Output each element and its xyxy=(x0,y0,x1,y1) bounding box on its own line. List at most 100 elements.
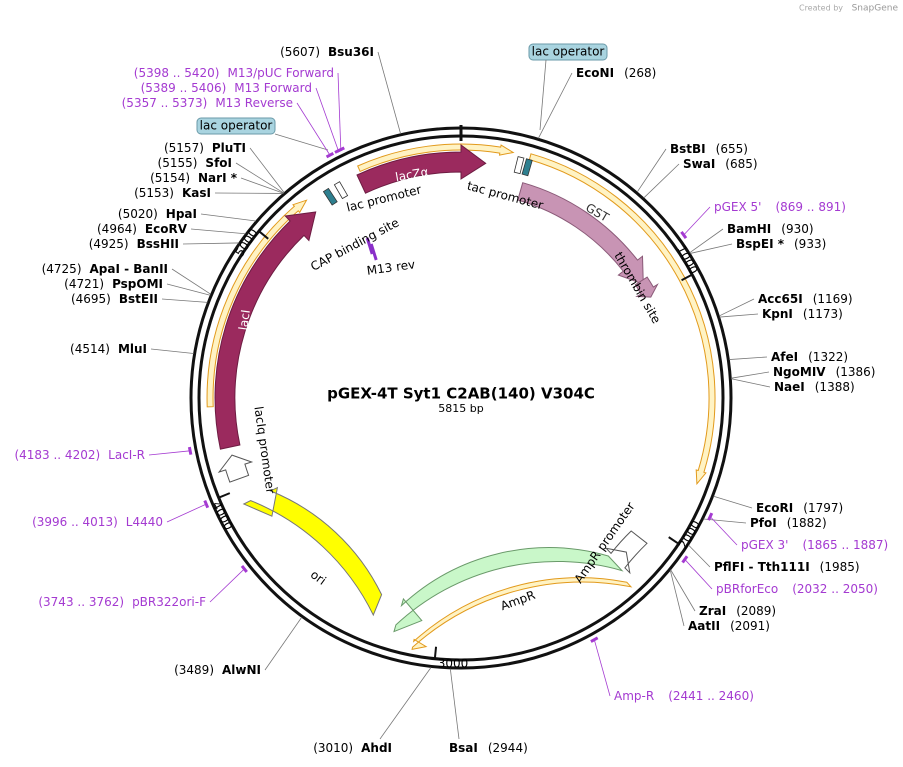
site-label: (5157) PluTI xyxy=(164,141,246,155)
site-name: KasI xyxy=(182,186,211,200)
tick-mark xyxy=(218,492,231,499)
site-name: EcoNI xyxy=(576,66,614,80)
leader-line xyxy=(729,356,768,360)
credit: Created by xyxy=(799,4,843,13)
primer-range: (869 .. 891) xyxy=(775,200,845,214)
site-name: BamHI xyxy=(727,222,771,236)
tick-mark xyxy=(668,536,680,545)
leader-line xyxy=(296,102,331,156)
site-label: BsaI (2944) xyxy=(449,741,528,755)
site-name: PluTI xyxy=(212,141,246,155)
feature-arrow xyxy=(356,144,487,194)
site-label: Acc65I (1169) xyxy=(758,292,853,306)
site-name: BssHII xyxy=(137,237,179,251)
leader-line xyxy=(182,242,239,245)
site-label: (5607) Bsu36I xyxy=(280,45,374,59)
feature-label: ori xyxy=(308,567,329,588)
feature-label: lac promoter xyxy=(345,182,423,214)
leader-line xyxy=(719,298,755,317)
site-position: (1388) xyxy=(815,380,855,394)
feature-arrow xyxy=(242,486,383,617)
leader-line xyxy=(166,283,211,296)
primer-mark xyxy=(325,151,335,159)
primer-range: (5398 .. 5420) xyxy=(134,66,220,80)
leader-line xyxy=(166,503,207,523)
site-label: (4514) MluI xyxy=(70,342,147,356)
site-label: BstBI (655) xyxy=(670,142,748,156)
primer-label: (5357 .. 5373) M13 Reverse xyxy=(122,96,293,110)
leader-line xyxy=(209,568,245,603)
feature-label: lacI xyxy=(236,309,253,332)
site-position: (1173) xyxy=(803,307,843,321)
primer-label: pGEX 3' (1865 .. 1887) xyxy=(741,538,888,552)
site-name: NarI * xyxy=(198,171,238,185)
leader-line xyxy=(190,228,246,235)
operator-box xyxy=(528,43,608,61)
leader-line xyxy=(200,213,256,222)
feature-arrow xyxy=(604,530,648,575)
primer-name: M13 Forward xyxy=(234,81,312,95)
primer-name: M13/pUC Forward xyxy=(227,66,334,80)
site-label: (5155) SfoI xyxy=(158,156,232,170)
site-name: ZraI xyxy=(699,604,726,618)
tick-label: 4000 xyxy=(209,499,236,533)
site-name: BstBI xyxy=(670,142,706,156)
feature-arrow xyxy=(393,547,624,633)
site-position: (4721) xyxy=(64,277,104,291)
leader-line xyxy=(690,243,733,254)
site-position: (3010) xyxy=(313,741,353,755)
site-label: SwaI (685) xyxy=(683,157,758,171)
primer-name: pBR322ori-F xyxy=(132,595,206,609)
feature-label: tac promoter xyxy=(466,179,545,213)
primer-label: (5398 .. 5420) M13/pUC Forward xyxy=(134,66,334,80)
leader-line xyxy=(315,87,339,151)
lead xyxy=(539,59,547,131)
primer-name: pGEX 5' xyxy=(714,200,761,214)
site-label: (4725) ApaI - BanII xyxy=(42,262,168,276)
site-position: (930) xyxy=(781,222,813,236)
site-position: (655) xyxy=(716,142,748,156)
brand: SnapGene xyxy=(852,4,899,14)
primer-name: Amp-R xyxy=(614,689,654,703)
primer-label: (3743 .. 3762) pBR322ori-F xyxy=(38,595,206,609)
site-name: AfeI xyxy=(771,350,798,364)
site-position: (2089) xyxy=(736,604,776,618)
primer-label: pBRforEco (2032 .. 2050) xyxy=(716,582,878,596)
leader-line xyxy=(379,667,432,740)
site-position: (1797) xyxy=(803,501,843,515)
operator-box xyxy=(196,117,276,135)
site-name: EcoRV xyxy=(145,222,188,236)
site-name: SwaI xyxy=(683,157,715,171)
primer-name: pBRforEco xyxy=(716,582,778,596)
site-position: (5020) xyxy=(118,207,158,221)
feature-arrow xyxy=(634,276,659,298)
leader-line xyxy=(670,569,696,612)
site-position: (4964) xyxy=(97,222,137,236)
orf-arrow xyxy=(206,199,308,408)
site-position: (4514) xyxy=(70,342,110,356)
site-label: AfeI (1322) xyxy=(771,350,848,364)
site-position: (1882) xyxy=(787,516,827,530)
site-name: ApaI - BanII xyxy=(90,262,169,276)
site-name: HpaI xyxy=(166,207,197,221)
primer-range: (4183 .. 4202) xyxy=(14,448,100,462)
site-position: (4725) xyxy=(42,262,82,276)
site-position: (4925) xyxy=(89,237,129,251)
site-name: BstEII xyxy=(119,292,158,306)
operator-label: lac operator xyxy=(200,119,273,133)
leader-line xyxy=(593,639,611,697)
site-position: (1169) xyxy=(813,292,853,306)
tick-mark xyxy=(258,230,269,240)
site-name: Bsu36I xyxy=(328,45,374,59)
primer-bar xyxy=(365,237,374,255)
primer-name: pGEX 3' xyxy=(741,538,788,552)
site-label: PfoI (1882) xyxy=(750,516,827,530)
leader-line xyxy=(731,378,771,388)
primer-label: Amp-R (2441 .. 2460) xyxy=(614,689,754,703)
site-name: MluI xyxy=(118,342,147,356)
site-label: (5154) NarI * xyxy=(150,171,238,185)
leader-line xyxy=(249,147,285,193)
site-name: PspOMI xyxy=(112,277,163,291)
site-label: (4964) EcoRV xyxy=(97,222,188,236)
